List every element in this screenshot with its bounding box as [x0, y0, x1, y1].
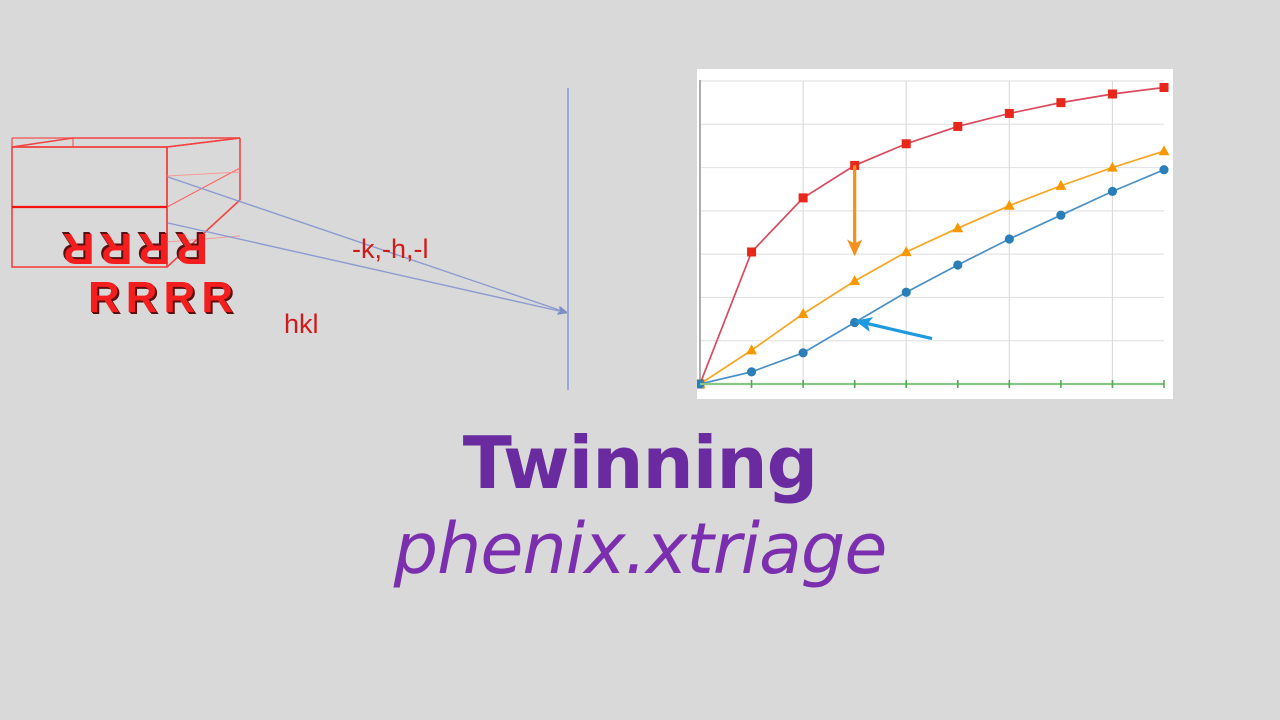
twin-domain-boundary-right — [166, 167, 241, 208]
data-point-marker — [1056, 98, 1066, 108]
top-domain-motif: RRRR — [56, 224, 208, 273]
data-point-marker — [1159, 82, 1169, 92]
intensity-statistics-chart — [697, 69, 1173, 399]
chart-series-layer — [697, 82, 1170, 389]
data-point-marker — [747, 247, 757, 257]
data-point-marker — [901, 287, 911, 297]
data-point-marker — [746, 367, 757, 377]
data-point-marker — [798, 348, 808, 358]
bottom-domain-motif: RRRR — [88, 273, 240, 322]
title-block: Twinning phenix.xtriage — [0, 421, 1280, 590]
series-blue-circles — [697, 165, 1169, 389]
data-point-marker — [952, 222, 964, 233]
page-title: Twinning — [462, 421, 818, 505]
data-point-marker — [1107, 89, 1117, 99]
series-line — [699, 168, 1165, 385]
data-point-marker — [1107, 186, 1118, 196]
box-top-right-edge — [166, 137, 241, 148]
chart-svg — [697, 69, 1173, 399]
data-point-marker — [798, 193, 808, 203]
data-point-marker — [1107, 161, 1118, 172]
page-subtitle: phenix.xtriage — [393, 507, 888, 590]
data-point-marker — [1158, 145, 1170, 156]
data-point-marker — [746, 344, 757, 355]
diffracted-beam-arrow-lower — [167, 222, 569, 315]
data-point-marker — [900, 246, 912, 257]
data-point-marker — [797, 308, 809, 318]
twin-law-label: -k,-h,-l — [352, 234, 429, 264]
data-point-marker — [953, 260, 963, 270]
crystal-diagram-svg — [11, 88, 569, 390]
data-point-marker — [1004, 234, 1014, 244]
data-point-marker — [849, 275, 861, 286]
box-inner-guide-upper — [166, 171, 241, 177]
series-green-baseline — [700, 380, 1165, 388]
data-point-marker — [1004, 108, 1014, 118]
series-line — [699, 150, 1165, 385]
series-crimson-squares — [697, 82, 1169, 389]
series-line — [699, 86, 1165, 385]
series-orange-triangles — [697, 145, 1170, 389]
blue-pointer-arrow — [855, 317, 933, 341]
box-bottom-right-edge — [166, 199, 241, 268]
chart-annotations-layer — [846, 165, 933, 341]
diffracted-beam-arrow-upper — [167, 176, 569, 314]
data-point-marker — [1159, 165, 1169, 175]
data-point-marker — [953, 121, 963, 131]
data-point-marker — [1003, 199, 1015, 210]
data-point-marker — [1055, 179, 1067, 190]
data-point-marker — [901, 139, 911, 149]
twinned-crystal-diagram: RRRR RRRR -k,-h,-l hkl — [0, 60, 620, 410]
data-point-marker — [1056, 210, 1066, 220]
reflection-index-label: hkl — [284, 309, 319, 339]
